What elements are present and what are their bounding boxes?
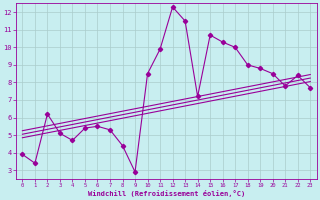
X-axis label: Windchill (Refroidissement éolien,°C): Windchill (Refroidissement éolien,°C) [88, 190, 245, 197]
